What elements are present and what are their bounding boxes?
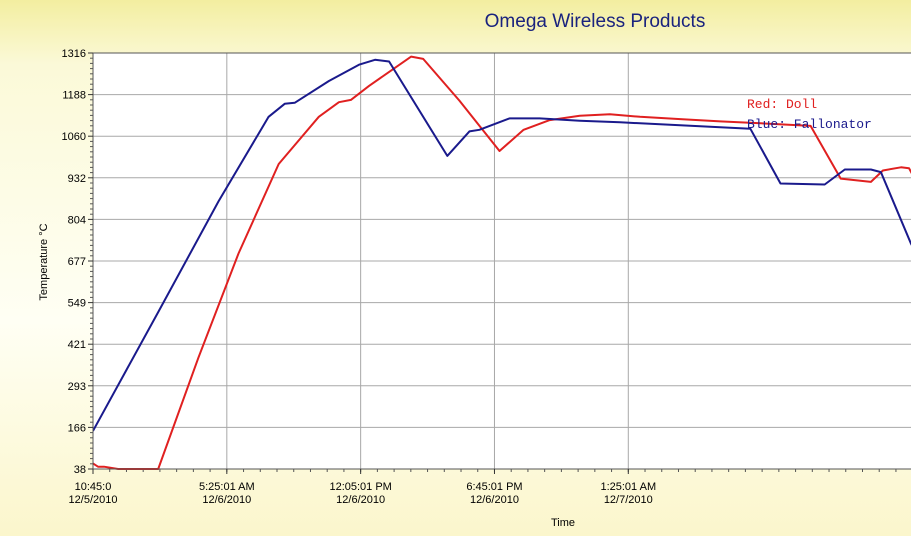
grid	[93, 53, 911, 469]
x-tick-date: 12/7/2010	[604, 494, 653, 506]
y-tick-label: 804	[68, 214, 86, 226]
x-tick-date: 12/5/2010	[69, 494, 118, 506]
x-tick-date: 12/6/2010	[470, 494, 519, 506]
y-tick-label: 1316	[62, 48, 86, 60]
legend-entry-red-doll: Red: Doll	[747, 97, 817, 112]
y-tick-label: 166	[68, 422, 86, 434]
y-tick-label: 1060	[62, 131, 86, 143]
y-tick-label: 38	[74, 464, 86, 476]
x-tick-time: 12:05:01 PM	[329, 481, 391, 493]
series-line-red-doll	[93, 55, 911, 470]
legend: Red: Doll Blue: Fallonator	[747, 97, 872, 132]
y-tick-label: 293	[68, 381, 86, 393]
x-tick-time: 1:25:01 AM	[600, 481, 656, 493]
y-axis-label: Temperature °C	[38, 223, 50, 300]
series-layer	[93, 55, 911, 470]
y-tick-label: 932	[68, 173, 86, 185]
y-axis-ticks: 1316 1188 1060 932 804 677 549 421 293 166 38	[62, 48, 93, 476]
y-tick-label: 677	[68, 256, 86, 268]
y-tick-label: 1188	[62, 90, 86, 102]
x-tick-date: 12/6/2010	[202, 494, 251, 506]
series-line-blue-fallonator	[93, 58, 911, 432]
x-tick-time: 10:45:0	[75, 481, 112, 493]
y-tick-label: 421	[68, 339, 86, 351]
legend-entry-blue-fallonator: Blue: Fallonator	[747, 117, 872, 132]
x-tick-time: 5:25:01 AM	[199, 481, 255, 493]
x-tick-date: 12/6/2010	[336, 494, 385, 506]
x-axis-label: Time	[551, 517, 575, 529]
plot-area	[90, 52, 911, 472]
x-tick-time: 6:45:01 PM	[466, 481, 522, 493]
y-tick-label: 549	[68, 298, 86, 310]
chart-title: Omega Wireless Products	[485, 11, 706, 32]
